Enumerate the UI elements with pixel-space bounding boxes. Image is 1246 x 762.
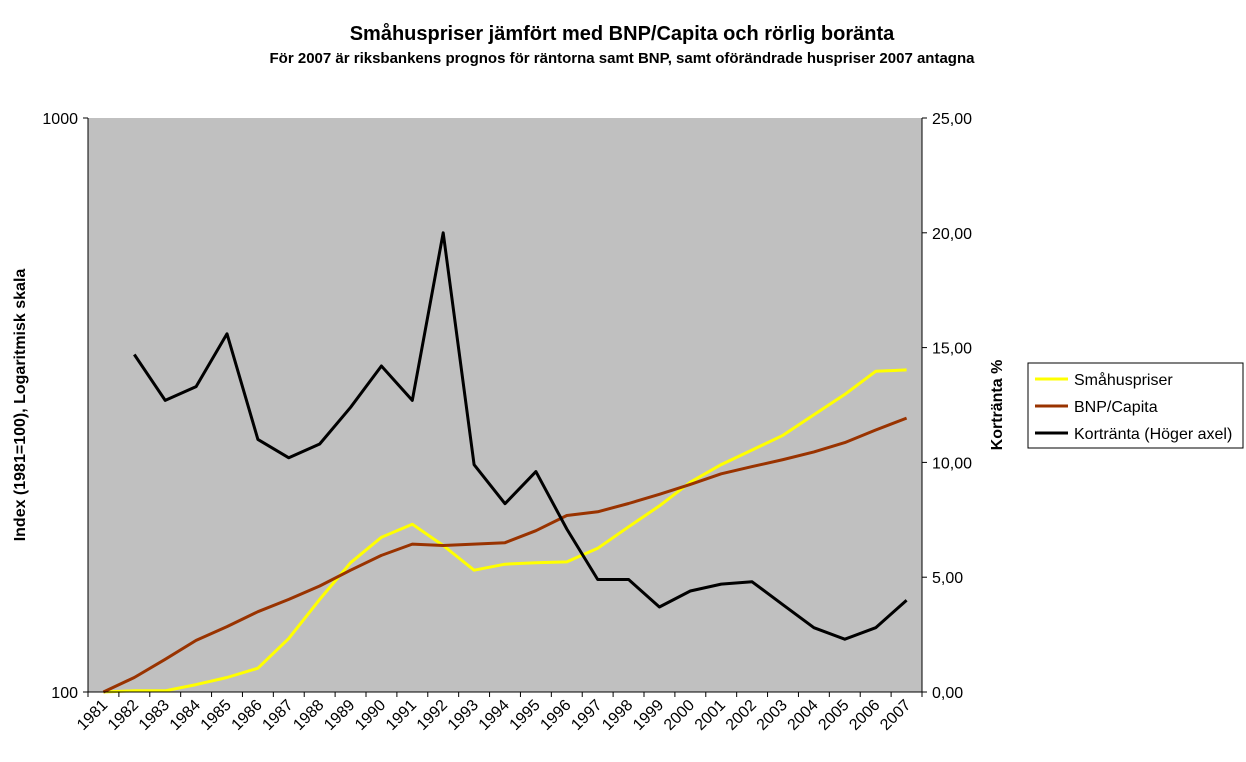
x-tick-label: 1993: [445, 697, 482, 734]
right-ticks: 0,00 5,00 10,00 15,00 20,00 25,00: [922, 111, 972, 702]
series-layer: [102, 231, 908, 694]
right-tick-label: 10,00: [932, 455, 972, 472]
legend-label: BNP/Capita: [1074, 399, 1158, 416]
x-tick-label: 2000: [661, 697, 698, 734]
left-ticks: 100 1000: [42, 111, 88, 702]
left-tick-label: 100: [51, 685, 78, 702]
x-tick-label: 1998: [599, 697, 636, 734]
x-tick-label: 1996: [537, 697, 574, 734]
series-line-sm-huspriser: [103, 368, 907, 694]
x-tick-label: 1987: [259, 697, 296, 734]
x-tick-label: 2002: [723, 697, 760, 734]
y2-axis-label: Kortränta %: [989, 360, 1006, 451]
x-tick-label: 2007: [877, 697, 914, 734]
right-tick-label: 20,00: [932, 226, 972, 243]
right-tick-label: 25,00: [932, 111, 972, 128]
x-tick-label: 1981: [74, 697, 111, 734]
x-tick-label: 1999: [630, 697, 667, 734]
x-tick-label: 1997: [568, 697, 605, 734]
right-tick-label: 0,00: [932, 685, 963, 702]
x-ticks: 1981198219831984198519861987198819891990…: [74, 692, 923, 734]
plot-area: [88, 118, 922, 692]
x-tick-label: 2005: [815, 697, 852, 734]
legend-label: Kortränta (Höger axel): [1074, 426, 1232, 443]
right-tick-label: 5,00: [932, 570, 963, 587]
x-tick-label: 2004: [785, 697, 822, 734]
x-tick-label: 1988: [290, 697, 327, 734]
x-tick-label: 2006: [846, 697, 883, 734]
series-line-kortr-nta-h-ger-axel: [133, 231, 908, 641]
x-tick-label: 1982: [105, 697, 142, 734]
x-tick-label: 1990: [352, 697, 389, 734]
x-tick-label: 1985: [198, 697, 235, 734]
x-tick-label: 1995: [507, 697, 544, 734]
legend-label: Småhuspriser: [1074, 371, 1173, 389]
chart-title: Småhuspriser jämfört med BNP/Capita och …: [350, 22, 895, 45]
x-tick-label: 1986: [229, 697, 266, 734]
chart-subtitle: För 2007 är riksbankens prognos för ränt…: [270, 50, 976, 67]
series-line-bnp-capita: [102, 416, 908, 694]
x-tick-label: 1984: [167, 697, 204, 734]
x-tick-label: 1991: [383, 697, 420, 734]
x-tick-label: 2001: [692, 697, 729, 734]
x-tick-label: 2003: [754, 697, 791, 734]
right-tick-label: 15,00: [932, 341, 972, 358]
x-tick-label: 1989: [321, 697, 358, 734]
y-axis-label: Index (1981=100), Logaritmisk skala: [12, 269, 29, 542]
x-tick-label: 1983: [136, 697, 173, 734]
x-tick-label: 1994: [476, 697, 513, 734]
legend: Småhuspriser BNP/Capita Kortränta (Höger a…: [1027, 362, 1244, 449]
left-tick-label: 1000: [42, 111, 78, 128]
x-tick-label: 1992: [414, 697, 451, 734]
